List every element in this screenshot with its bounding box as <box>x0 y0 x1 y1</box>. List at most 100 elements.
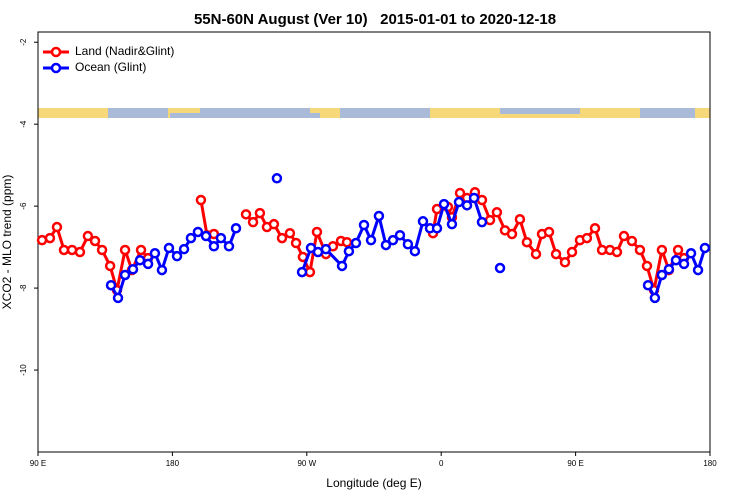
data-point <box>514 214 526 225</box>
data-point <box>320 243 332 255</box>
x-tick-label: 90 E <box>30 459 46 468</box>
y-tick-label: -8 <box>19 284 28 292</box>
data-point <box>254 207 266 219</box>
data-point <box>589 223 601 234</box>
data-point <box>618 230 630 242</box>
data-point <box>271 173 283 184</box>
legend-label: Land (Nadir&Glint) <box>75 44 174 58</box>
data-point <box>268 218 280 230</box>
data-point <box>247 216 259 228</box>
data-point <box>127 263 139 275</box>
y-tick-label: -6 <box>19 202 28 210</box>
data-point <box>649 292 661 304</box>
data-point <box>192 226 204 238</box>
data-point <box>417 216 429 227</box>
data-point <box>135 244 147 256</box>
data-point <box>581 232 593 244</box>
data-point <box>104 260 116 272</box>
map-strip <box>38 108 710 118</box>
x-tick-label: 180 <box>166 459 180 468</box>
data-point <box>51 221 63 233</box>
data-point <box>468 192 480 204</box>
data-point <box>642 279 654 291</box>
data-point <box>543 226 555 238</box>
x-tick-label: 180 <box>703 459 717 468</box>
data-point <box>476 216 488 228</box>
data-point <box>670 254 682 266</box>
data-point <box>142 258 154 270</box>
data-point <box>178 243 190 255</box>
data-point <box>149 248 161 259</box>
data-point <box>358 219 370 231</box>
data-point <box>431 203 443 215</box>
data-point <box>350 237 362 249</box>
data-point <box>491 207 503 218</box>
data-point <box>96 244 108 256</box>
data-point <box>484 214 496 226</box>
data-point <box>200 230 212 242</box>
data-point <box>380 239 392 251</box>
data-point <box>105 279 117 291</box>
data-point <box>276 232 288 244</box>
data-point <box>678 258 690 270</box>
y-tick-label: -4 <box>19 120 28 128</box>
data-point <box>559 257 571 268</box>
data-point <box>373 210 385 222</box>
data-point <box>112 292 124 304</box>
data-point <box>185 232 197 244</box>
data-point <box>685 248 697 259</box>
data-point <box>663 263 675 275</box>
data-point <box>119 244 131 256</box>
y-axis-title: XCO2 - MLO trend (ppm) <box>0 175 14 310</box>
data-point <box>446 218 458 230</box>
data-point <box>230 223 242 234</box>
data-point <box>89 235 101 247</box>
data-point <box>611 246 623 258</box>
x-axis-title: Longitude (deg E) <box>326 476 421 490</box>
y-tick-label: -10 <box>19 364 28 376</box>
data-point <box>336 260 348 272</box>
data-point <box>530 248 542 260</box>
data-point <box>394 229 406 241</box>
data-point <box>44 232 56 244</box>
data-point <box>656 269 668 281</box>
data-point <box>431 223 443 234</box>
data-point <box>626 235 638 247</box>
data-point <box>506 228 518 240</box>
data-point <box>156 264 168 276</box>
data-point <box>409 245 421 257</box>
data-point <box>341 236 353 248</box>
data-point <box>240 209 252 220</box>
data-point <box>438 198 450 210</box>
data-point <box>163 242 175 254</box>
legend-marker <box>50 46 62 58</box>
legend-label: Ocean (Glint) <box>75 60 146 74</box>
data-point <box>521 236 533 248</box>
data-point <box>171 250 183 262</box>
legend-marker <box>50 62 62 74</box>
data-point <box>656 244 668 256</box>
data-point <box>453 196 465 208</box>
data-point <box>566 246 578 258</box>
chart-title: 55N-60N August (Ver 10) 2015-01-01 to 20… <box>194 11 556 28</box>
data-point <box>387 234 399 246</box>
data-point <box>195 194 207 206</box>
data-point <box>82 230 94 242</box>
data-point <box>290 237 302 249</box>
data-point <box>134 254 146 266</box>
data-point <box>634 244 646 256</box>
data-point <box>494 262 506 274</box>
data-point <box>641 260 653 272</box>
data-point <box>284 227 296 239</box>
data-point <box>343 245 355 257</box>
data-point <box>461 200 473 211</box>
data-point <box>692 264 704 276</box>
data-point <box>208 241 220 252</box>
data-point <box>365 234 377 246</box>
x-tick-label: 0 <box>439 459 444 468</box>
data-point <box>223 241 235 252</box>
x-tick-label: 90 W <box>297 459 316 468</box>
data-point <box>402 239 414 250</box>
data-point <box>215 232 227 244</box>
